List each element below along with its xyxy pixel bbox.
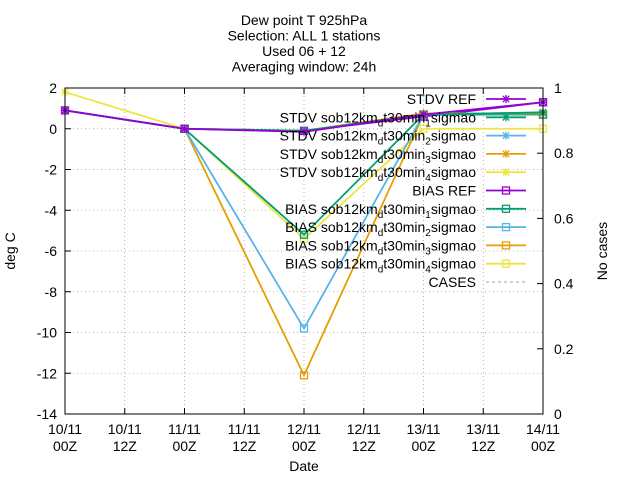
legend-label: STDV sob12kmdt30min3sigmao xyxy=(280,146,477,166)
x-tick-label: 12/11 xyxy=(287,421,321,437)
x-tick-label: 12/11 xyxy=(347,421,381,437)
data-point xyxy=(299,371,309,380)
legend-marker xyxy=(502,168,510,177)
x-tick-label: 12Z xyxy=(113,438,138,454)
chart-title-line: Used 06 + 12 xyxy=(262,43,346,59)
legend-label: STDV REF xyxy=(407,91,476,107)
legend-label: CASES xyxy=(429,274,476,290)
legend-entry: STDV REF xyxy=(407,91,526,107)
legend-label: STDV sob12kmdt30min1sigmao xyxy=(280,109,477,129)
data-point xyxy=(419,124,428,133)
x-tick-label: 13/11 xyxy=(466,421,500,437)
legend-marker xyxy=(501,186,511,195)
data-point xyxy=(419,110,428,119)
chart-title-line: Selection: ALL 1 stations xyxy=(228,28,381,44)
legend-marker xyxy=(501,259,511,268)
x-tick-label: 12Z xyxy=(471,438,496,454)
x-tick-label: 00Z xyxy=(411,438,436,454)
data-point xyxy=(180,124,189,133)
x-tick-label: 14/11 xyxy=(526,421,560,437)
legend-entry: BIAS sob12kmdt30min1sigmao xyxy=(285,201,526,221)
legend-marker xyxy=(501,241,511,250)
legend-entry: CASES xyxy=(429,274,526,290)
legend-label: STDV sob12kmdt30min2sigmao xyxy=(280,128,477,148)
series-line xyxy=(183,113,543,236)
x-tick-label: 12Z xyxy=(352,438,377,454)
legend-label: BIAS sob12kmdt30min4sigmao xyxy=(285,256,476,276)
y2-tick-label: 0.4 xyxy=(554,276,574,292)
series-line xyxy=(183,127,543,240)
legend-entry: BIAS sob12kmdt30min2sigmao xyxy=(285,219,526,239)
x-tick-label: 00Z xyxy=(53,438,78,454)
y2-tick-label: 0 xyxy=(554,406,562,422)
y2-axis-label: No cases xyxy=(594,222,610,280)
axis-ticks: 20-2-4-6-8-10-12-1410/1100Z10/1112Z11/11… xyxy=(37,80,574,454)
x-tick-label: 10/11 xyxy=(48,421,82,437)
legend-marker xyxy=(502,113,510,122)
chart-title-line: Averaging window: 24h xyxy=(232,59,377,75)
y-tick-label: -4 xyxy=(45,202,58,218)
y-tick-label: 0 xyxy=(49,121,57,137)
legend-label: BIAS sob12kmdt30min2sigmao xyxy=(285,219,476,239)
y2-tick-label: 0.8 xyxy=(554,145,574,161)
y-tick-label: -6 xyxy=(45,243,58,259)
x-tick-label: 00Z xyxy=(172,438,197,454)
legend-marker xyxy=(501,222,511,232)
data-point xyxy=(300,127,308,136)
y-tick-label: -10 xyxy=(37,325,57,341)
legend-marker xyxy=(501,204,511,213)
y-tick-label: -12 xyxy=(37,365,57,381)
legend-entry: STDV sob12kmdt30min1sigmao xyxy=(280,109,526,129)
y-tick-label: -14 xyxy=(37,406,57,422)
legend-entry: STDV sob12kmdt30min2sigmao xyxy=(280,128,526,148)
x-tick-label: 11/11 xyxy=(228,421,261,437)
y2-tick-label: 0.2 xyxy=(554,341,574,357)
x-tick-label: 10/11 xyxy=(108,421,142,437)
x-axis-label: Date xyxy=(289,458,319,474)
legend-marker xyxy=(502,149,510,158)
y-tick-label: 2 xyxy=(49,80,57,96)
x-tick-label: 00Z xyxy=(292,438,317,454)
legend-marker xyxy=(502,131,510,140)
legend-entry: STDV sob12kmdt30min4sigmao xyxy=(280,164,526,184)
x-tick-label: 11/11 xyxy=(168,421,201,437)
legend-entry: BIAS sob12kmdt30min4sigmao xyxy=(285,256,526,276)
legend-marker xyxy=(502,95,510,103)
legend-entry: BIAS sob12kmdt30min3sigmao xyxy=(285,237,526,257)
data-point xyxy=(299,230,309,239)
y-axis-label: deg C xyxy=(2,232,18,269)
legend-label: BIAS REF xyxy=(412,183,476,199)
y-tick-label: -2 xyxy=(45,162,58,178)
data-point xyxy=(299,324,309,333)
x-tick-label: 13/11 xyxy=(407,421,441,437)
legend-label: STDV sob12kmdt30min4sigmao xyxy=(280,164,477,184)
legend-label: BIAS sob12kmdt30min1sigmao xyxy=(285,201,476,221)
legend-label: BIAS sob12kmdt30min3sigmao xyxy=(285,237,476,257)
legend-entry: STDV sob12kmdt30min3sigmao xyxy=(280,146,526,166)
x-tick-label: 12Z xyxy=(232,438,257,454)
axis-labels: Date deg C No cases xyxy=(2,222,610,474)
y2-tick-label: 1 xyxy=(554,80,562,96)
chart-title-line: Dew point T 925hPa xyxy=(241,12,368,28)
legend-entry: BIAS REF xyxy=(412,183,526,199)
y2-tick-label: 0.6 xyxy=(554,210,574,226)
x-tick-label: 00Z xyxy=(531,438,556,454)
y-tick-label: -8 xyxy=(45,284,58,300)
